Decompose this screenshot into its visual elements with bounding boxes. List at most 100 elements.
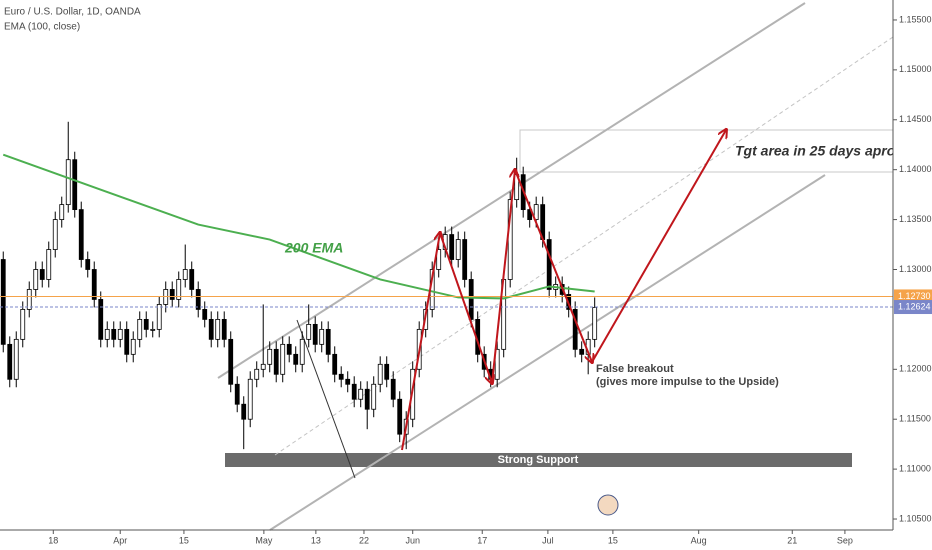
x-tick-label: Jun xyxy=(405,535,420,545)
arrow xyxy=(491,170,515,384)
y-tick-label: 1.12000 xyxy=(899,364,932,374)
ema-label: 200 EMA xyxy=(284,240,343,256)
support-zone xyxy=(225,453,852,467)
price-tag-label: 1.12730 xyxy=(898,291,931,301)
candle-body xyxy=(494,348,500,380)
candle-body xyxy=(137,318,143,340)
candle-body xyxy=(267,348,273,365)
candle-body xyxy=(527,209,533,220)
candle-body xyxy=(150,328,156,331)
candle-body xyxy=(371,383,377,410)
breakout-label: False breakout xyxy=(596,363,674,375)
candle-body xyxy=(169,289,175,300)
candle-body xyxy=(436,249,442,270)
candle-body xyxy=(78,209,84,260)
target-label: Tgt area in 25 days aprox. xyxy=(735,143,907,159)
candle-body xyxy=(156,304,162,330)
candle-body xyxy=(7,343,13,380)
candle-body xyxy=(208,318,214,340)
candle-body xyxy=(85,259,91,270)
y-tick-label: 1.13500 xyxy=(899,214,932,224)
breakout-note: (gives more impulse to the Upside) xyxy=(596,376,779,388)
candle-body xyxy=(533,204,539,220)
candle-body xyxy=(221,318,227,340)
overlay: 200 EMA Tgt area in 25 days aprox. Stron… xyxy=(284,130,907,516)
y-tick-label: 1.14000 xyxy=(899,164,932,174)
candle-body xyxy=(390,378,396,400)
candle-body xyxy=(306,323,312,340)
candle-body xyxy=(280,343,286,375)
arrow xyxy=(401,233,440,451)
x-tick-label: 15 xyxy=(179,535,189,545)
x-tick-label: Sep xyxy=(837,535,853,545)
candle-body xyxy=(241,403,247,420)
candle-body xyxy=(46,249,52,280)
channel-mid xyxy=(274,36,894,456)
candle-body xyxy=(319,328,325,345)
logo xyxy=(597,494,619,516)
candle-body xyxy=(293,353,299,365)
candle-body xyxy=(124,328,130,355)
candle-body xyxy=(247,378,253,420)
candle-body xyxy=(312,323,318,345)
candle-body xyxy=(286,343,292,355)
candle-body xyxy=(579,348,585,355)
candle-body xyxy=(449,234,455,260)
trend-line xyxy=(296,319,356,479)
candle-body xyxy=(260,363,266,370)
ema-line xyxy=(2,153,595,300)
candle-body xyxy=(254,368,260,380)
candle-body xyxy=(345,378,351,385)
x-tick-label: 18 xyxy=(48,535,58,545)
x-tick-label: 21 xyxy=(787,535,797,545)
candle-body xyxy=(397,398,403,435)
candle-body xyxy=(202,309,208,320)
candle-body xyxy=(351,383,357,400)
candle-body xyxy=(299,338,305,365)
x-tick-label: 17 xyxy=(477,535,487,545)
candle-body xyxy=(104,328,110,340)
price-axis xyxy=(893,0,932,550)
price-tag xyxy=(894,289,932,304)
candle-body xyxy=(338,373,344,380)
candle-body xyxy=(20,309,26,340)
candle-body xyxy=(39,269,45,280)
arrow xyxy=(514,169,592,362)
candle-body xyxy=(182,269,188,280)
candle-body xyxy=(215,318,221,340)
candle-body xyxy=(130,338,136,355)
indicator-title: EMA (100, close) xyxy=(4,22,80,33)
candle-body xyxy=(143,318,149,330)
candle-body xyxy=(98,299,104,340)
candle-body xyxy=(377,363,383,385)
x-tick-label: May xyxy=(255,535,273,545)
candle-body xyxy=(59,204,65,220)
candle-body xyxy=(117,328,123,340)
candle-body xyxy=(358,388,364,400)
candle-body xyxy=(0,259,6,345)
candle-body xyxy=(455,239,461,260)
y-tick-label: 1.15000 xyxy=(899,64,932,74)
candle-body xyxy=(332,353,338,375)
candle-body xyxy=(273,348,279,375)
channel-upper xyxy=(217,2,806,379)
price-tag-label: 1.12624 xyxy=(898,301,931,311)
candle-body xyxy=(26,289,32,310)
candle-body xyxy=(546,239,552,290)
y-tick-label: 1.11000 xyxy=(899,463,931,473)
candle-body xyxy=(52,219,58,250)
candle-body xyxy=(65,159,71,206)
candle-body xyxy=(13,338,19,380)
arrow xyxy=(591,130,726,363)
candle-body xyxy=(189,269,195,290)
candle-body xyxy=(111,328,117,340)
price-tag xyxy=(894,300,932,315)
y-tick-label: 1.11500 xyxy=(899,414,931,424)
y-tick-label: 1.13000 xyxy=(899,264,932,274)
candle-body xyxy=(325,328,331,355)
x-tick-label: Apr xyxy=(113,535,127,545)
candle-body xyxy=(195,289,201,310)
x-tick-label: 15 xyxy=(608,535,618,545)
x-tick-label: 22 xyxy=(359,535,369,545)
